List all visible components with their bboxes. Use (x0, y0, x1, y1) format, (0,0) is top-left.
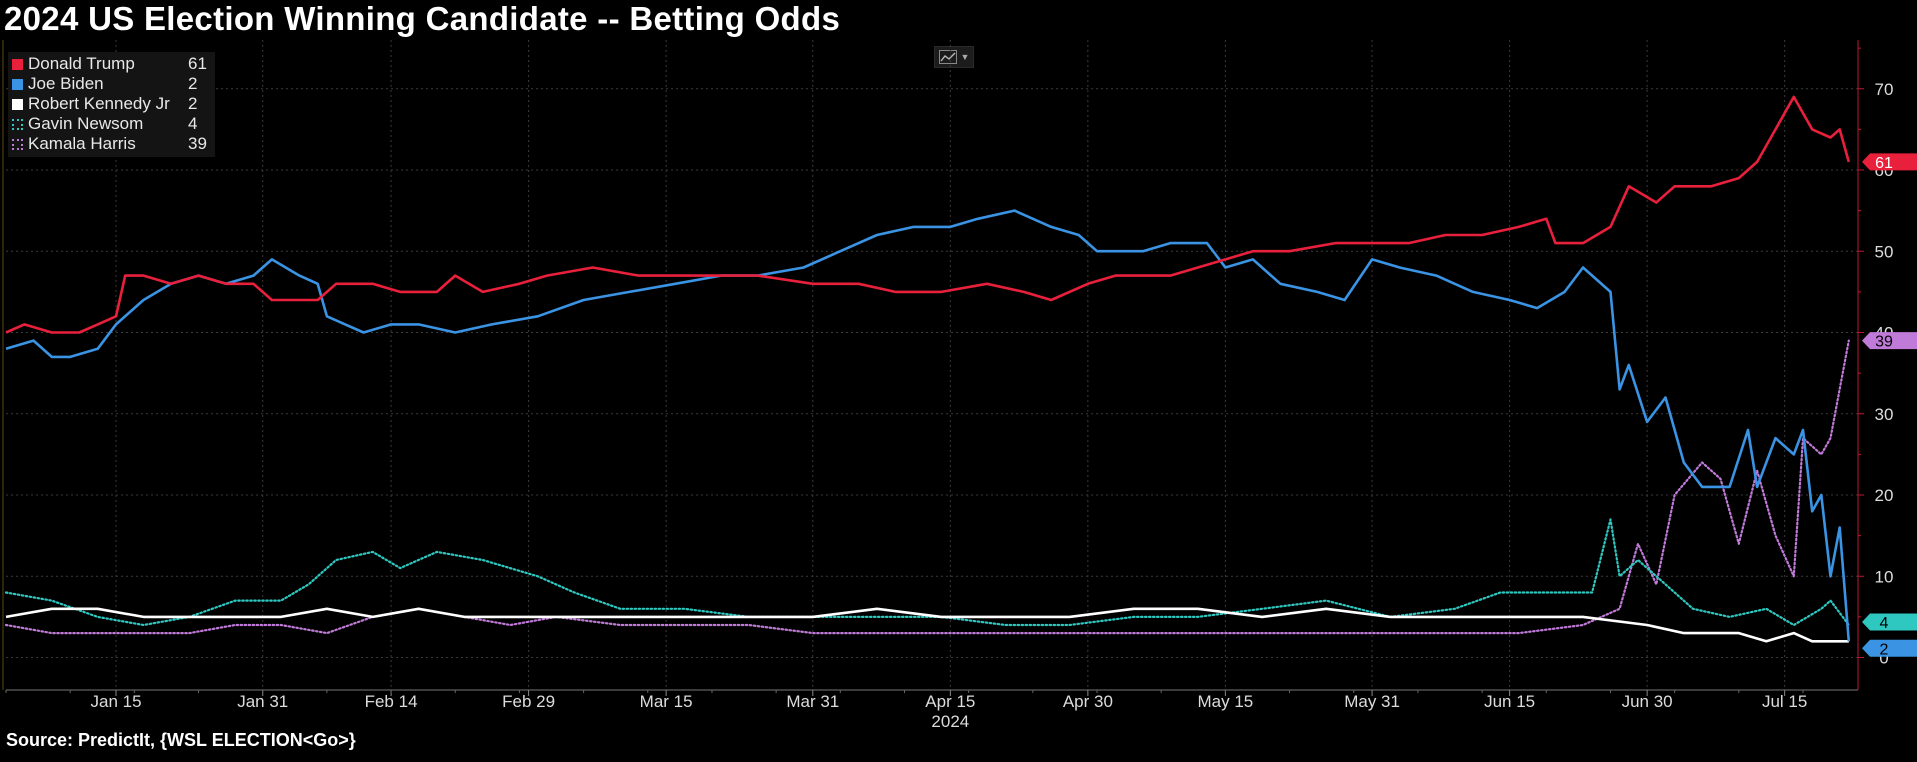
x-tick-label: Feb 29 (502, 692, 555, 711)
legend-item-trump[interactable]: Donald Trump 61 (12, 54, 207, 74)
legend-swatch-harris (12, 138, 23, 150)
x-tick-label: Jun 30 (1622, 692, 1673, 711)
x-tick-label: May 31 (1344, 692, 1400, 711)
y-tick-label: 50 (1875, 242, 1894, 261)
source-note: Source: PredictIt, {WSL ELECTION<Go>} (6, 730, 356, 750)
last-value-badge (1862, 613, 1917, 631)
last-value-label: 4 (1880, 615, 1889, 632)
x-tick-label: Jul 15 (1762, 692, 1807, 711)
x-tick-label: Jun 15 (1484, 692, 1535, 711)
series-line-kamala-harris (4, 339, 1850, 635)
last-value-label: 2 (1880, 641, 1889, 658)
legend-item-harris[interactable]: Kamala Harris 39 (12, 134, 207, 154)
chart-title: 2024 US Election Winning Candidate -- Be… (4, 0, 841, 37)
last-value-badge (1862, 332, 1917, 350)
last-value-label: 39 (1875, 334, 1893, 351)
series-line-gavin-newsom (4, 518, 1850, 627)
legend-last-value: 2 (188, 94, 198, 113)
chart-legend: Donald Trump 61 Joe Biden 2 Robert Kenne… (8, 52, 215, 157)
legend-item-newsom[interactable]: Gavin Newsom 4 (12, 114, 207, 134)
y-tick-label: 0 (1879, 649, 1888, 668)
last-value-label: 61 (1875, 155, 1893, 172)
legend-item-biden[interactable]: Joe Biden 2 (12, 74, 207, 94)
x-tick-label: Jan 31 (237, 692, 288, 711)
y-tick-label: 30 (1875, 405, 1894, 424)
legend-last-value: 4 (188, 114, 198, 133)
x-tick-label: Jan 15 (90, 692, 141, 711)
chevron-down-icon[interactable]: ▼ (960, 52, 970, 62)
legend-label: Donald Trump (28, 54, 135, 73)
x-tick-label: Mar 15 (640, 692, 693, 711)
line-chart-icon (938, 50, 957, 64)
x-tick-label: Feb 14 (365, 692, 418, 711)
legend-label: Kamala Harris (28, 134, 136, 153)
chart-type-toolbar[interactable]: ▼ (934, 46, 974, 68)
x-axis-label: 2024 (931, 712, 969, 731)
legend-swatch-trump (12, 58, 23, 70)
y-tick-label: 10 (1875, 567, 1894, 586)
series-line-robert-kennedy-jr (5, 607, 1849, 643)
y-tick-label: 20 (1875, 486, 1894, 505)
x-tick-label: Mar 31 (786, 692, 839, 711)
legend-last-value: 61 (188, 54, 207, 73)
last-value-badge (1862, 153, 1917, 171)
legend-swatch-newsom (12, 118, 23, 130)
legend-label: Gavin Newsom (28, 114, 144, 133)
legend-swatch-kennedy (12, 98, 23, 110)
legend-swatch-biden (12, 78, 23, 90)
legend-last-value: 2 (188, 74, 198, 93)
legend-last-value: 39 (188, 134, 207, 153)
series-line-joe-biden (5, 209, 1851, 642)
legend-label: Joe Biden (28, 74, 104, 93)
x-tick-label: Apr 30 (1063, 692, 1113, 711)
y-tick-label: 70 (1875, 80, 1894, 99)
x-tick-label: May 15 (1198, 692, 1254, 711)
legend-label: Robert Kennedy Jr (28, 94, 170, 113)
last-value-badge (1862, 639, 1917, 657)
legend-item-kennedy[interactable]: Robert Kennedy Jr 2 (12, 94, 207, 114)
series-line-donald-trump (5, 95, 1851, 334)
x-tick-label: Apr 15 (925, 692, 975, 711)
